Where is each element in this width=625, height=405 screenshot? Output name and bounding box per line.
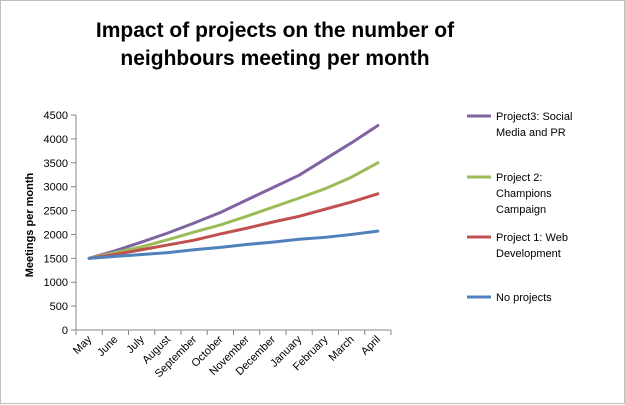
y-tick-label: 3000 — [44, 182, 68, 194]
x-tick-label: March — [327, 334, 357, 364]
y-tick-label: 2000 — [44, 229, 68, 241]
series-line-4 — [87, 229, 380, 260]
y-tick-label: 4000 — [44, 134, 68, 146]
x-tick-label: June — [95, 334, 120, 359]
legend-label-2: Project 2: — [496, 172, 542, 184]
legend-label-3: Project 1: Web — [496, 232, 568, 244]
chart-title-line-1: Impact of projects on the number of — [96, 19, 455, 42]
y-tick-label: 0 — [62, 325, 68, 337]
legend-label-1: Media and PR — [496, 127, 566, 139]
y-tick-label: 1000 — [44, 277, 68, 289]
legend-label-3: Development — [496, 248, 561, 260]
x-tick-label: May — [71, 333, 95, 357]
y-tick-label: 4500 — [44, 110, 68, 122]
y-tick-label: 3500 — [44, 158, 68, 170]
x-tick-label: April — [359, 334, 383, 358]
series-line-3 — [87, 192, 380, 260]
legend-label-1: Project3: Social — [496, 111, 572, 123]
legend-label-4: No projects — [496, 292, 552, 304]
x-tick-label: July — [124, 333, 147, 356]
legend: Project3: Social Media and PR Project 2: Ch… — [467, 111, 572, 304]
legend-label-2: Champions — [496, 188, 552, 200]
y-tick-label: 2500 — [44, 206, 68, 218]
y-tick-label: 500 — [50, 301, 68, 313]
legend-label-2: Campaign — [496, 204, 546, 216]
series-line-1 — [87, 124, 380, 260]
chart-title-line-2: neighbours meeting per month — [120, 47, 429, 70]
series-line-2 — [87, 161, 380, 260]
y-tick-label: 1500 — [44, 253, 68, 265]
y-axis-title: Meetings per month — [24, 172, 36, 277]
